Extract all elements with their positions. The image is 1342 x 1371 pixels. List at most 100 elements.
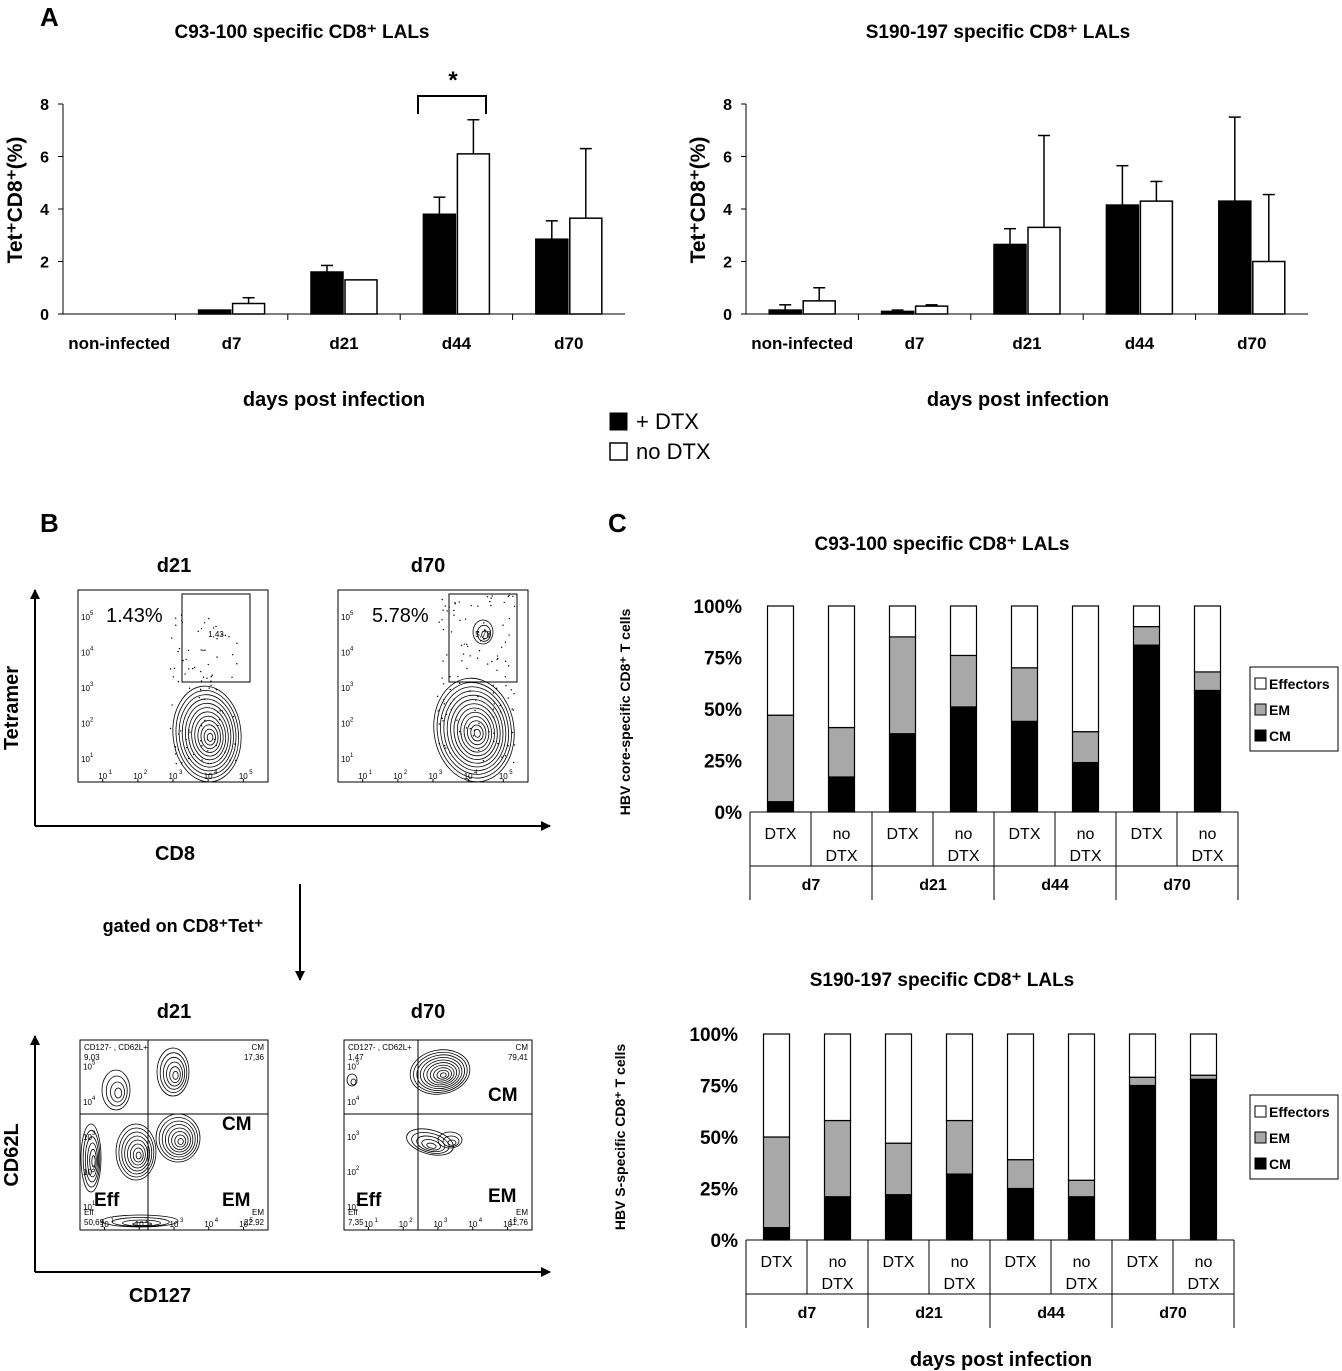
event-dot <box>192 753 195 756</box>
event-dot <box>210 680 212 682</box>
event-dot <box>462 653 465 655</box>
event-dot <box>221 634 223 636</box>
density-contour <box>442 1135 460 1148</box>
x-group-label: d44 <box>1041 877 1069 894</box>
bar-dtx <box>197 309 232 315</box>
legend-label-cm: CM <box>1269 728 1291 744</box>
legend-label-dtx: + DTX <box>636 409 699 434</box>
event-dot <box>511 708 513 710</box>
density-contour <box>105 1075 128 1107</box>
event-dot <box>446 654 448 656</box>
x-tick-label: non-infected <box>751 334 853 353</box>
event-dot <box>513 744 516 746</box>
stacked-segment-cm <box>1128 1084 1157 1241</box>
event-dot <box>173 667 176 670</box>
density-contour <box>433 677 515 783</box>
event-dot <box>442 683 445 685</box>
event-dot <box>512 709 515 711</box>
event-dot <box>174 753 177 755</box>
stacked-segment-em <box>1128 1076 1157 1087</box>
event-dot <box>181 762 183 764</box>
event-dot <box>460 733 462 735</box>
x-tick-label: 10 <box>133 772 142 781</box>
x-tick-label: 10 <box>170 1220 179 1229</box>
y-tick-label: 8 <box>40 97 49 114</box>
x-tick-label: d21 <box>1012 334 1041 353</box>
event-dot <box>438 742 441 745</box>
density-contour <box>156 1047 190 1097</box>
event-dot <box>437 710 439 712</box>
event-dot <box>460 644 463 647</box>
density-contour <box>110 1081 125 1103</box>
density-contour <box>437 1131 463 1149</box>
y-tick-label: 100% <box>693 597 742 618</box>
x-category-label: DTX <box>765 826 797 843</box>
flow-bottom-day-1: d21 <box>157 1001 191 1023</box>
density-contour <box>436 1069 450 1080</box>
event-dot <box>493 732 495 734</box>
event-dot <box>207 762 209 765</box>
x-category-label: DTX <box>883 1254 915 1271</box>
event-dot <box>175 762 177 765</box>
event-dot <box>492 692 495 694</box>
density-contour <box>80 1123 102 1193</box>
density-contour <box>200 724 219 750</box>
stacked-segment-em <box>1193 671 1222 692</box>
x-tick-label: non-infected <box>68 334 170 353</box>
legend-swatch-dtx <box>609 412 628 431</box>
x-tick-exponent: 5 <box>250 1218 254 1224</box>
event-dot <box>512 761 515 764</box>
y-tick-label: 10 <box>347 1203 356 1212</box>
flow-top-ylabel: Tetramer <box>1 666 23 750</box>
density-contour <box>168 1127 191 1153</box>
density-contour <box>440 686 510 775</box>
x-tick-exponent: 5 <box>509 770 513 776</box>
event-dot <box>228 636 230 638</box>
event-dot <box>483 638 485 640</box>
stacked-segment-em <box>945 1119 974 1175</box>
event-dot <box>177 749 180 751</box>
event-dot <box>492 684 494 686</box>
density-contour <box>118 1127 155 1178</box>
chart-a2-title: S190-197 specific CD8⁺ LALs <box>866 22 1131 43</box>
event-dot <box>202 649 204 652</box>
x-tick-label: 10 <box>169 772 178 781</box>
density-contour <box>456 707 495 757</box>
x-tick-label: d70 <box>554 334 583 353</box>
event-dot <box>171 704 173 706</box>
y-tick-label: 10 <box>81 719 90 728</box>
y-tick-label: 10 <box>83 1168 92 1177</box>
y-tick-label: 50% <box>700 1128 738 1149</box>
density-contour <box>132 1147 144 1163</box>
x-category-label: DTX <box>1127 1254 1159 1271</box>
chart-a2-ylabel: Tet⁺CD8⁺(%) <box>687 137 710 264</box>
density-contour <box>84 1136 100 1183</box>
event-dot <box>510 689 513 691</box>
event-dot <box>208 687 210 689</box>
y-tick-label: 10 <box>347 1168 356 1177</box>
x-tick-exponent: 4 <box>215 1218 219 1224</box>
density-contour <box>111 1217 170 1227</box>
bar-dtx <box>880 310 915 315</box>
x-tick-exponent: 4 <box>214 770 218 776</box>
density-contour <box>82 1129 101 1188</box>
y-tick-label: 0% <box>715 803 743 824</box>
event-dot <box>175 624 177 626</box>
density-contour <box>450 699 501 764</box>
density-contour <box>166 1061 183 1087</box>
x-group-label: d44 <box>1037 1305 1065 1322</box>
bar-dtx <box>310 271 344 315</box>
event-dot <box>231 676 233 679</box>
quadrant-label-eff: Eff <box>94 1190 120 1211</box>
event-dot <box>224 634 227 637</box>
legend-swatch-nodtx <box>609 442 628 461</box>
x-tick-exponent: 3 <box>444 1218 448 1224</box>
y-tick-exponent: 5 <box>92 1061 96 1067</box>
event-dot <box>513 605 516 608</box>
x-category-label: no <box>1199 826 1217 843</box>
stacked-segment-effectors <box>884 1033 913 1144</box>
y-tick-label: 8 <box>723 97 732 114</box>
event-dot <box>232 715 235 718</box>
y-tick-label: 10 <box>83 1203 92 1212</box>
density-contour <box>446 694 504 768</box>
